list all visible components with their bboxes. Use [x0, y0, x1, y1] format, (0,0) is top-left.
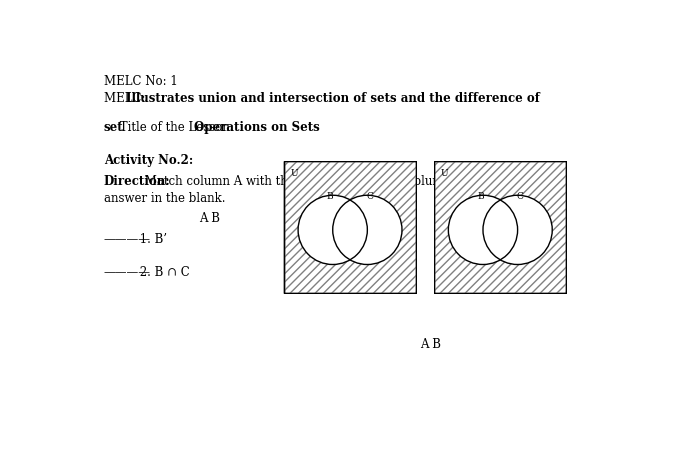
Text: MELC:: MELC: [104, 92, 149, 105]
Circle shape [448, 195, 518, 264]
Text: U: U [290, 168, 298, 178]
Text: B: B [326, 192, 333, 201]
Circle shape [333, 195, 402, 264]
Text: Operations on Sets: Operations on Sets [194, 121, 320, 134]
Text: Illustrates union and intersection of sets and the difference of: Illustrates union and intersection of se… [126, 92, 540, 105]
Text: set: set [104, 121, 124, 134]
Text: ————: ———— [104, 233, 151, 246]
Text: Title of the Lesson:: Title of the Lesson: [115, 121, 237, 134]
Text: U: U [441, 168, 448, 178]
Circle shape [483, 195, 553, 264]
Text: ————: ———— [104, 266, 151, 279]
Text: MELC No: 1: MELC No: 1 [104, 74, 178, 88]
Text: A B: A B [199, 212, 220, 224]
Text: C: C [367, 192, 374, 201]
Text: answer in the blank.: answer in the blank. [104, 192, 225, 205]
Text: Match column A with the correct answer in column B. Write your: Match column A with the correct answer i… [141, 174, 534, 188]
Text: Direction:: Direction: [104, 174, 171, 188]
Circle shape [298, 195, 367, 264]
Text: C: C [517, 192, 524, 201]
Text: 1. B’: 1. B’ [136, 233, 167, 246]
Text: 2. B ∩ C: 2. B ∩ C [136, 266, 189, 279]
Text: A B: A B [421, 338, 441, 351]
Text: B: B [477, 192, 484, 201]
Text: Activity No.2:: Activity No.2: [104, 154, 193, 167]
